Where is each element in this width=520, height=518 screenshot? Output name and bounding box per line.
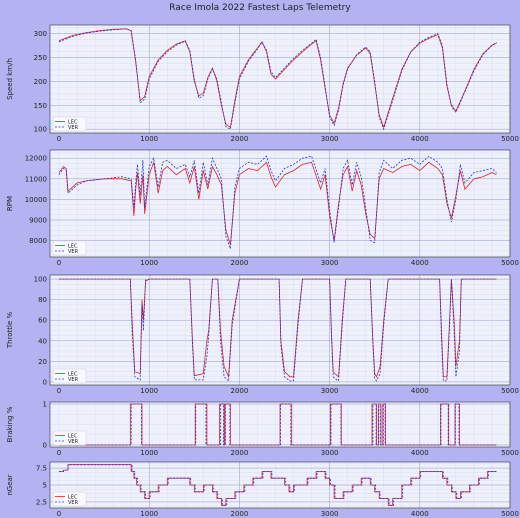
series-line-lec: [58, 161, 497, 245]
x-tick-label: 1000: [140, 510, 158, 518]
y-tick-label: 60: [38, 317, 47, 325]
legend-box: [52, 430, 87, 446]
y-axis-label: Throttle %: [6, 311, 14, 349]
legend-label-ver: VER: [68, 377, 79, 383]
y-tick-label: 2.5: [36, 498, 47, 506]
y-tick-label: 40: [38, 337, 47, 345]
x-tick-label: 3000: [321, 449, 339, 457]
y-tick-label: 9000: [29, 216, 47, 224]
x-tick-label: 2000: [230, 135, 248, 143]
legend-box: [52, 240, 87, 256]
y-tick-label: 150: [34, 102, 47, 110]
legend-box: [52, 491, 87, 507]
y-tick-label: 20: [38, 358, 47, 366]
series-line-ver: [59, 403, 497, 446]
y-tick-label: 100: [34, 126, 47, 134]
x-tick-label: 4000: [411, 135, 429, 143]
y-tick-label: 80: [38, 296, 47, 304]
legend-label-ver: VER: [68, 500, 79, 506]
x-tick-label: 3000: [321, 510, 339, 518]
panel-background: [50, 275, 510, 385]
y-tick-label: 100: [34, 276, 47, 284]
y-tick-label: 300: [34, 30, 47, 38]
series-line-lec: [59, 403, 497, 446]
x-tick-label: 2000: [230, 449, 248, 457]
legend-box: [52, 116, 87, 132]
panel-frame: [49, 274, 511, 386]
panel-frame: [49, 149, 511, 258]
x-tick-label: 4000: [411, 449, 429, 457]
y-tick-label: 0: [43, 441, 47, 449]
x-tick-label: 4000: [411, 259, 429, 267]
x-tick-label: 3000: [321, 259, 339, 267]
x-tick-label: 1000: [140, 259, 158, 267]
x-tick-label: 3000: [321, 387, 339, 395]
legend-label-ver: VER: [68, 125, 79, 131]
y-axis-label: RPM: [6, 196, 14, 211]
x-tick-label: 0: [57, 387, 61, 395]
x-tick-label: 0: [57, 510, 61, 518]
panel-frame: [49, 24, 511, 134]
x-tick-label: 3000: [321, 135, 339, 143]
y-axis-label: Braking %: [6, 406, 14, 442]
y-tick-label: 1: [43, 401, 47, 409]
figure-title: Race Imola 2022 Fastest Laps Telemetry: [169, 3, 351, 13]
x-tick-label: 0: [57, 135, 61, 143]
x-tick-label: 2000: [230, 387, 248, 395]
x-tick-label: 5000: [501, 449, 519, 457]
y-tick-label: 8000: [29, 237, 47, 245]
legend-label-ver: VER: [68, 249, 79, 255]
x-tick-label: 4000: [411, 510, 429, 518]
series-line-ver: [58, 28, 497, 131]
legend-box: [52, 368, 87, 384]
y-axis-label: Speed km/h: [6, 58, 14, 100]
panels: 0 1000 2000 3000 4000 5000100150200250300Spee…: [6, 24, 519, 518]
panel-1: 0 1000 2000 3000 4000 5000 8000 9000 10000 11000 1…: [6, 149, 519, 267]
legend-label-lec: LEC: [68, 494, 78, 500]
panel-0: 0 1000 2000 3000 4000 5000 100 150 200 250 300 Spee…: [6, 24, 519, 143]
x-tick-label: 1000: [140, 135, 158, 143]
y-tick-label: 0: [43, 378, 47, 386]
y-tick-label: 250: [34, 54, 47, 62]
x-tick-label: 1000: [140, 387, 158, 395]
y-tick-label: 10000: [25, 196, 47, 204]
panel-frame: [49, 401, 511, 448]
panel-2: 0 1000 2000 3000 4000 5000 0 20 40 60 80 100 Throttl…: [6, 274, 519, 395]
y-axis-label: nGear: [6, 474, 14, 495]
x-tick-label: 0: [57, 449, 61, 457]
legend-label-ver: VER: [68, 439, 79, 445]
legend-label-lec: LEC: [68, 243, 78, 249]
panel-background: [50, 150, 510, 257]
y-tick-label: 11000: [25, 175, 47, 183]
x-tick-label: 2000: [230, 259, 248, 267]
series-line-ver: [59, 464, 497, 506]
x-tick-label: 5000: [501, 510, 519, 518]
legend-label-lec: LEC: [68, 371, 78, 377]
x-tick-label: 0: [57, 259, 61, 267]
y-tick-label: 5: [43, 482, 47, 490]
panel-background: [50, 25, 510, 133]
y-tick-label: 12000: [25, 155, 47, 163]
panel-frame: [49, 461, 511, 509]
series-line-ver: [59, 278, 497, 382]
x-tick-label: 5000: [501, 135, 519, 143]
x-tick-label: 5000: [501, 259, 519, 267]
legend-label-lec: LEC: [68, 119, 78, 125]
x-tick-label: 4000: [411, 387, 429, 395]
series-line-lec: [58, 28, 497, 129]
x-tick-label: 5000: [501, 387, 519, 395]
x-tick-label: 2000: [230, 510, 248, 518]
y-tick-label: 200: [34, 78, 47, 86]
x-tick-label: 1000: [140, 449, 158, 457]
y-tick-label: 7.5: [36, 465, 47, 473]
series-line-ver: [58, 155, 497, 249]
legend-label-lec: LEC: [68, 433, 78, 439]
